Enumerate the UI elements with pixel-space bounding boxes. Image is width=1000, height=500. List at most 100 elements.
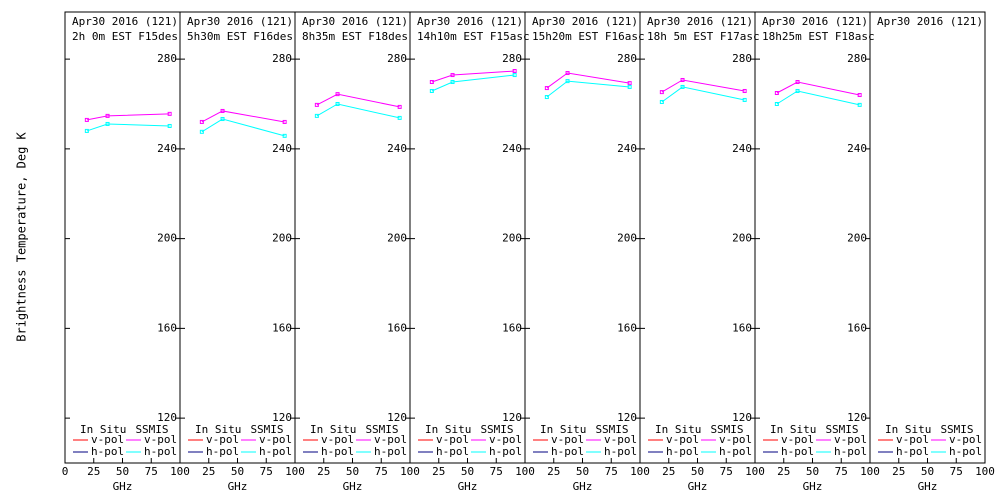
x-axis-label: GHz xyxy=(343,480,363,493)
legend-title: In Situ xyxy=(885,423,931,436)
legend-label: h-pol xyxy=(604,445,637,458)
x-axis-label: GHz xyxy=(228,480,248,493)
y-tick-label: 160 xyxy=(732,321,752,334)
legend-label: h-pol xyxy=(551,445,584,458)
data-marker xyxy=(774,91,779,96)
legend-label: v-pol xyxy=(666,433,699,446)
x-tick-label: 25 xyxy=(317,465,330,478)
legend-title: SSMIS xyxy=(940,423,973,436)
x-tick-label: 50 xyxy=(231,465,244,478)
y-tick-label: 120 xyxy=(732,411,752,424)
y-tick-label: 200 xyxy=(732,232,752,245)
y-tick-label: 160 xyxy=(617,321,637,334)
data-marker xyxy=(857,102,862,107)
x-tick-label: 50 xyxy=(346,465,359,478)
legend-label: v-pol xyxy=(551,433,584,446)
data-marker xyxy=(512,69,517,74)
y-tick-label: 240 xyxy=(387,142,407,155)
series-line xyxy=(201,118,285,137)
x-axis-label: GHz xyxy=(803,480,823,493)
y-tick-label: 160 xyxy=(387,321,407,334)
legend-label: v-pol xyxy=(719,433,752,446)
legend-label: v-pol xyxy=(781,433,814,446)
x-tick-label: 75 xyxy=(720,465,733,478)
series-line xyxy=(776,81,860,96)
legend-title: SSMIS xyxy=(365,423,398,436)
data-marker xyxy=(429,88,434,93)
y-tick-label: 160 xyxy=(157,321,177,334)
x-tick-label: 50 xyxy=(691,465,704,478)
x-tick-label: 75 xyxy=(260,465,273,478)
x-tick-label: 0 xyxy=(62,465,69,478)
x-tick-label: 50 xyxy=(576,465,589,478)
series-line xyxy=(316,93,400,108)
x-tick-label: 25 xyxy=(87,465,100,478)
panel-subtitle: 14h10m EST F15asc xyxy=(417,30,530,43)
y-tick-label: 120 xyxy=(847,411,867,424)
legend-label: h-pol xyxy=(436,445,469,458)
y-tick-label: 200 xyxy=(502,232,522,245)
legend-label: h-pol xyxy=(489,445,522,458)
y-tick-label: 240 xyxy=(157,142,177,155)
series-line xyxy=(776,90,860,106)
legend-title: In Situ xyxy=(655,423,701,436)
legend-title: In Situ xyxy=(310,423,356,436)
data-marker xyxy=(282,133,287,138)
data-marker xyxy=(795,80,800,85)
legend-title: In Situ xyxy=(80,423,126,436)
y-tick-label: 120 xyxy=(502,411,522,424)
y-tick-label: 200 xyxy=(617,232,637,245)
legend-label: h-pol xyxy=(666,445,699,458)
x-tick-label: 100 xyxy=(630,465,650,478)
x-tick-label: 100 xyxy=(170,465,190,478)
x-axis-label: GHz xyxy=(113,480,133,493)
panel-title: Apr30 2016 (121) xyxy=(532,15,638,28)
x-tick-label: 25 xyxy=(432,465,445,478)
x-tick-label: 50 xyxy=(806,465,819,478)
legend-label: h-pol xyxy=(781,445,814,458)
data-marker xyxy=(167,123,172,128)
y-tick-label: 280 xyxy=(272,52,292,65)
y-tick-label: 160 xyxy=(847,321,867,334)
legend-label: v-pol xyxy=(91,433,124,446)
x-tick-label: 25 xyxy=(662,465,675,478)
x-tick-label: 25 xyxy=(202,465,215,478)
data-marker xyxy=(742,88,747,93)
legend-label: h-pol xyxy=(91,445,124,458)
legend-title: In Situ xyxy=(540,423,586,436)
x-tick-label: 50 xyxy=(921,465,934,478)
data-marker xyxy=(565,71,570,76)
x-tick-label: 75 xyxy=(835,465,848,478)
y-tick-label: 240 xyxy=(732,142,752,155)
series-line xyxy=(431,74,515,92)
data-marker xyxy=(857,93,862,98)
legend-title: SSMIS xyxy=(595,423,628,436)
y-tick-label: 280 xyxy=(387,52,407,65)
legend-label: h-pol xyxy=(374,445,407,458)
y-tick-label: 240 xyxy=(847,142,867,155)
panel-title: Apr30 2016 (121) xyxy=(647,15,753,28)
data-marker xyxy=(220,108,225,113)
series-line xyxy=(546,72,630,89)
legend-label: v-pol xyxy=(374,433,407,446)
x-tick-label: 50 xyxy=(116,465,129,478)
y-tick-label: 200 xyxy=(272,232,292,245)
data-marker xyxy=(680,77,685,82)
legend-title: In Situ xyxy=(770,423,816,436)
data-marker xyxy=(627,84,632,89)
panel-subtitle: 18h25m EST F18asc xyxy=(762,30,875,43)
series-line xyxy=(86,123,170,132)
x-tick-label: 75 xyxy=(375,465,388,478)
panel-title: Apr30 2016 (121) xyxy=(72,15,178,28)
legend-label: h-pol xyxy=(949,445,982,458)
x-tick-label: 100 xyxy=(515,465,535,478)
legend-label: v-pol xyxy=(896,433,929,446)
y-tick-label: 240 xyxy=(617,142,637,155)
legend-label: h-pol xyxy=(259,445,292,458)
y-tick-label: 160 xyxy=(272,321,292,334)
data-marker xyxy=(627,81,632,86)
series-line xyxy=(86,113,170,121)
y-tick-label: 120 xyxy=(387,411,407,424)
legend-label: h-pol xyxy=(144,445,177,458)
panel-subtitle: 2h 0m EST F15des xyxy=(72,30,178,43)
